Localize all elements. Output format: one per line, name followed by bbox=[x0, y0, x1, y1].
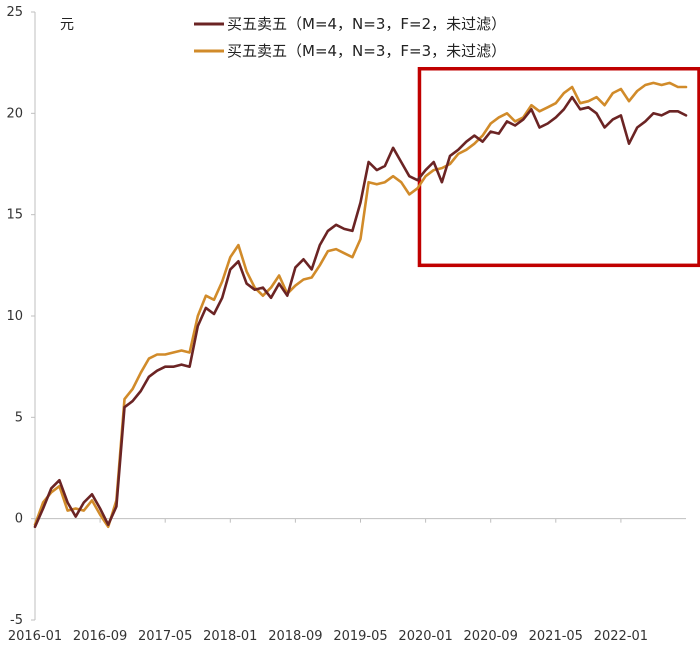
x-tick-label: 2020-09 bbox=[464, 629, 518, 644]
x-tick-label: 2019-05 bbox=[333, 629, 387, 644]
x-tick-label: 2021-05 bbox=[529, 629, 583, 644]
x-tick-label: 2016-09 bbox=[73, 629, 127, 644]
y-axis-unit: 元 bbox=[60, 17, 74, 33]
series-line-1 bbox=[33, 95, 688, 529]
x-tick-label: 2018-01 bbox=[203, 629, 257, 644]
x-tick-label: 2020-01 bbox=[398, 629, 452, 644]
y-tick-label: 0 bbox=[15, 512, 23, 527]
y-tick-label: 15 bbox=[6, 208, 23, 223]
highlight-box-layer bbox=[417, 66, 700, 268]
y-tick-label: 5 bbox=[15, 410, 23, 425]
x-tick-label: 2022-01 bbox=[594, 629, 648, 644]
series-layer bbox=[33, 81, 688, 529]
y-tick-label: 10 bbox=[6, 309, 23, 324]
highlight-box bbox=[417, 66, 700, 268]
series-line-2 bbox=[33, 81, 688, 529]
legend: 买五卖五（M=4，N=3，F=2，未过滤） 买五卖五（M=4，N=3，F=3，未过… bbox=[194, 15, 506, 60]
y-tick-label: -5 bbox=[10, 613, 23, 628]
x-tick-label: 2016-01 bbox=[8, 629, 62, 644]
legend-label: 买五卖五（M=4，N=3，F=2，未过滤） bbox=[227, 15, 506, 33]
axes: -5 0 5 10 15 20 25 2016-01 2016-09 2017-05 2018-01… bbox=[6, 5, 686, 644]
y-tick-label: 20 bbox=[6, 106, 23, 121]
legend-label: 买五卖五（M=4，N=3，F=3，未过滤） bbox=[227, 42, 506, 60]
x-tick-label: 2017-05 bbox=[138, 629, 192, 644]
x-tick-label: 2018-09 bbox=[268, 629, 322, 644]
y-tick-label: 25 bbox=[6, 5, 23, 20]
